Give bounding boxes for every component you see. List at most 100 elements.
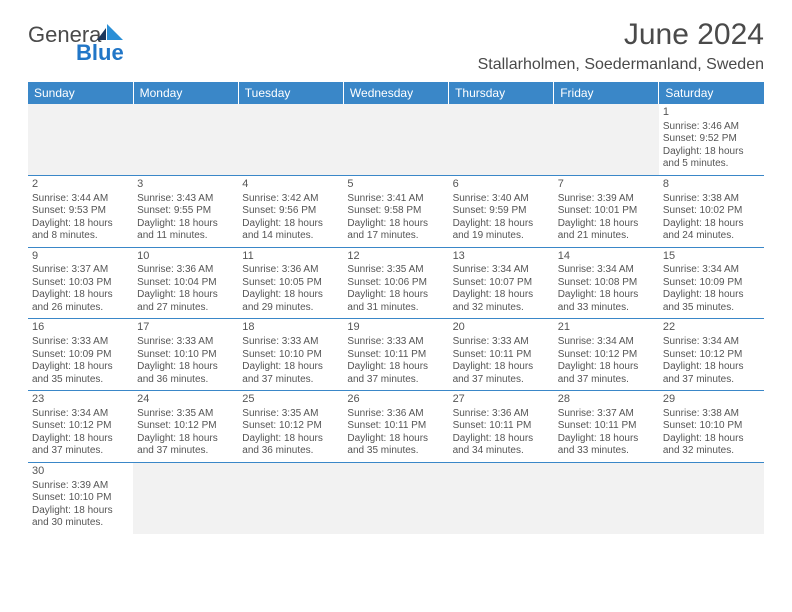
calendar-cell: 25Sunrise: 3:35 AMSunset: 10:12 PMDaylig… xyxy=(238,391,343,463)
daylight-text: Daylight: 18 hours xyxy=(347,361,444,374)
calendar-head: Sunday Monday Tuesday Wednesday Thursday… xyxy=(28,82,764,104)
sunset-text: Sunset: 9:53 PM xyxy=(32,205,129,218)
daylight-text: and 35 minutes. xyxy=(663,302,760,315)
daylight-text: Daylight: 18 hours xyxy=(347,289,444,302)
sunset-text: Sunset: 9:56 PM xyxy=(242,205,339,218)
daylight-text: Daylight: 18 hours xyxy=(558,361,655,374)
calendar-cell: 24Sunrise: 3:35 AMSunset: 10:12 PMDaylig… xyxy=(133,391,238,463)
calendar-cell: 28Sunrise: 3:37 AMSunset: 10:11 PMDaylig… xyxy=(554,391,659,463)
sunrise-text: Sunrise: 3:44 AM xyxy=(32,193,129,206)
sunset-text: Sunset: 10:12 PM xyxy=(558,349,655,362)
sunset-text: Sunset: 10:11 PM xyxy=(558,420,655,433)
sunrise-text: Sunrise: 3:40 AM xyxy=(453,193,550,206)
logo-text: Genera Blue xyxy=(28,24,127,64)
calendar-cell: 17Sunrise: 3:33 AMSunset: 10:10 PMDaylig… xyxy=(133,319,238,391)
calendar-cell: 2Sunrise: 3:44 AMSunset: 9:53 PMDaylight… xyxy=(28,175,133,247)
day-number: 24 xyxy=(137,393,234,407)
sunrise-text: Sunrise: 3:36 AM xyxy=(242,264,339,277)
daylight-text: Daylight: 18 hours xyxy=(32,289,129,302)
calendar-cell: 14Sunrise: 3:34 AMSunset: 10:08 PMDaylig… xyxy=(554,247,659,319)
day-header: Thursday xyxy=(449,82,554,104)
daylight-text: Daylight: 18 hours xyxy=(137,218,234,231)
sunset-text: Sunset: 10:12 PM xyxy=(32,420,129,433)
sunset-text: Sunset: 9:52 PM xyxy=(663,133,760,146)
header: Genera Blue June 2024 Stallarholmen, Soe… xyxy=(28,18,764,74)
daylight-text: and 37 minutes. xyxy=(663,374,760,387)
daylight-text: Daylight: 18 hours xyxy=(558,218,655,231)
sunrise-text: Sunrise: 3:41 AM xyxy=(347,193,444,206)
day-number: 28 xyxy=(558,393,655,407)
sunrise-text: Sunrise: 3:35 AM xyxy=(347,264,444,277)
day-number: 16 xyxy=(32,321,129,335)
day-number: 10 xyxy=(137,250,234,264)
daylight-text: Daylight: 18 hours xyxy=(242,218,339,231)
sunset-text: Sunset: 10:05 PM xyxy=(242,277,339,290)
day-number: 26 xyxy=(347,393,444,407)
daylight-text: Daylight: 18 hours xyxy=(242,289,339,302)
day-header: Monday xyxy=(133,82,238,104)
calendar-cell: 3Sunrise: 3:43 AMSunset: 9:55 PMDaylight… xyxy=(133,175,238,247)
sunrise-text: Sunrise: 3:34 AM xyxy=(558,336,655,349)
day-number: 18 xyxy=(242,321,339,335)
day-number: 9 xyxy=(32,250,129,264)
daylight-text: Daylight: 18 hours xyxy=(663,361,760,374)
sunset-text: Sunset: 10:03 PM xyxy=(32,277,129,290)
calendar-row: 9Sunrise: 3:37 AMSunset: 10:03 PMDayligh… xyxy=(28,247,764,319)
sunset-text: Sunset: 10:02 PM xyxy=(663,205,760,218)
sunset-text: Sunset: 10:10 PM xyxy=(663,420,760,433)
day-number: 20 xyxy=(453,321,550,335)
calendar-cell: 22Sunrise: 3:34 AMSunset: 10:12 PMDaylig… xyxy=(659,319,764,391)
sunrise-text: Sunrise: 3:36 AM xyxy=(453,408,550,421)
logo: Genera Blue xyxy=(28,18,127,64)
day-number: 25 xyxy=(242,393,339,407)
sunset-text: Sunset: 9:59 PM xyxy=(453,205,550,218)
sunrise-text: Sunrise: 3:36 AM xyxy=(137,264,234,277)
sunset-text: Sunset: 10:09 PM xyxy=(32,349,129,362)
daylight-text: Daylight: 18 hours xyxy=(347,218,444,231)
logo-part2: Blue xyxy=(76,42,127,64)
daylight-text: and 35 minutes. xyxy=(347,445,444,458)
sunset-text: Sunset: 10:11 PM xyxy=(347,420,444,433)
sunrise-text: Sunrise: 3:37 AM xyxy=(558,408,655,421)
day-number: 15 xyxy=(663,250,760,264)
daylight-text: Daylight: 18 hours xyxy=(32,433,129,446)
calendar-cell: 9Sunrise: 3:37 AMSunset: 10:03 PMDayligh… xyxy=(28,247,133,319)
day-number: 29 xyxy=(663,393,760,407)
sunrise-text: Sunrise: 3:36 AM xyxy=(347,408,444,421)
sunset-text: Sunset: 10:10 PM xyxy=(137,349,234,362)
calendar-cell: 7Sunrise: 3:39 AMSunset: 10:01 PMDayligh… xyxy=(554,175,659,247)
sunset-text: Sunset: 10:07 PM xyxy=(453,277,550,290)
daylight-text: and 36 minutes. xyxy=(242,445,339,458)
sunset-text: Sunset: 10:11 PM xyxy=(453,420,550,433)
calendar-cell: 11Sunrise: 3:36 AMSunset: 10:05 PMDaylig… xyxy=(238,247,343,319)
day-number: 13 xyxy=(453,250,550,264)
day-header: Friday xyxy=(554,82,659,104)
calendar-cell: 13Sunrise: 3:34 AMSunset: 10:07 PMDaylig… xyxy=(449,247,554,319)
daylight-text: Daylight: 18 hours xyxy=(453,361,550,374)
calendar-cell xyxy=(554,462,659,533)
calendar-cell: 12Sunrise: 3:35 AMSunset: 10:06 PMDaylig… xyxy=(343,247,448,319)
calendar-cell: 15Sunrise: 3:34 AMSunset: 10:09 PMDaylig… xyxy=(659,247,764,319)
calendar-row: 2Sunrise: 3:44 AMSunset: 9:53 PMDaylight… xyxy=(28,175,764,247)
sunrise-text: Sunrise: 3:33 AM xyxy=(32,336,129,349)
calendar-cell xyxy=(343,104,448,175)
sunrise-text: Sunrise: 3:43 AM xyxy=(137,193,234,206)
calendar-cell: 5Sunrise: 3:41 AMSunset: 9:58 PMDaylight… xyxy=(343,175,448,247)
daylight-text: Daylight: 18 hours xyxy=(558,433,655,446)
sunrise-text: Sunrise: 3:34 AM xyxy=(453,264,550,277)
sunset-text: Sunset: 10:04 PM xyxy=(137,277,234,290)
day-number: 27 xyxy=(453,393,550,407)
calendar-row: 16Sunrise: 3:33 AMSunset: 10:09 PM Daylig… xyxy=(28,319,764,391)
daylight-text: Daylight: 18 hours xyxy=(453,289,550,302)
daylight-text: Daylight: 18 hours xyxy=(242,433,339,446)
sunrise-text: Sunrise: 3:34 AM xyxy=(32,408,129,421)
calendar-cell: 29Sunrise: 3:38 AMSunset: 10:10 PMDaylig… xyxy=(659,391,764,463)
daylight-text: Daylight: 18 hours xyxy=(32,505,129,518)
sunrise-text: Sunrise: 3:38 AM xyxy=(663,193,760,206)
sunrise-text: Sunrise: 3:35 AM xyxy=(137,408,234,421)
calendar-cell xyxy=(133,462,238,533)
daylight-text: and 8 minutes. xyxy=(32,230,129,243)
daylight-text: and 19 minutes. xyxy=(453,230,550,243)
daylight-text: and 26 minutes. xyxy=(32,302,129,315)
calendar-cell xyxy=(343,462,448,533)
